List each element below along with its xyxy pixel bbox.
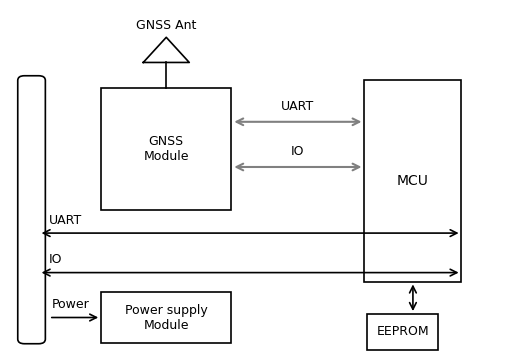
Text: GNSS
Module: GNSS Module: [143, 135, 189, 163]
Text: IO: IO: [291, 145, 305, 158]
FancyBboxPatch shape: [101, 88, 231, 210]
FancyBboxPatch shape: [364, 80, 462, 282]
Text: UART: UART: [49, 214, 82, 227]
FancyBboxPatch shape: [18, 76, 45, 344]
Text: GNSS Ant: GNSS Ant: [136, 19, 196, 32]
Text: EEPROM: EEPROM: [376, 325, 429, 338]
Text: Power: Power: [51, 298, 89, 311]
Text: MCU: MCU: [397, 174, 429, 188]
Text: IO: IO: [49, 253, 62, 266]
FancyBboxPatch shape: [367, 314, 438, 350]
Text: Power supply
Module: Power supply Module: [125, 303, 208, 332]
Text: UART: UART: [281, 100, 315, 113]
FancyBboxPatch shape: [101, 292, 231, 343]
